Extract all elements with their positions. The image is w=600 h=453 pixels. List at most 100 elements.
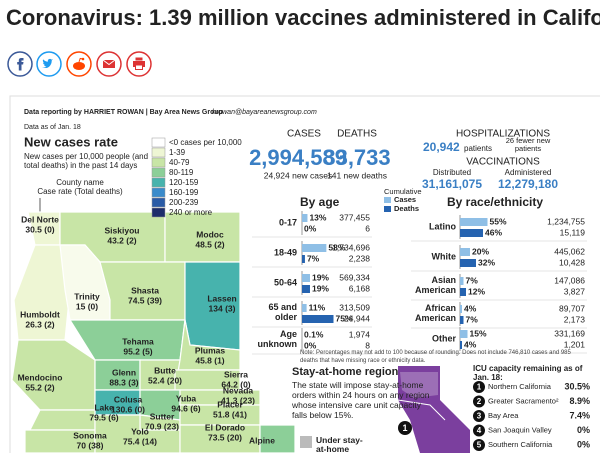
county-name: Plumas <box>195 345 226 355</box>
pct-label: 20% <box>472 246 489 256</box>
county-value: 64.2 (0) <box>221 379 250 389</box>
county-value: 70.9 (23) <box>145 421 179 431</box>
count-label: 1,201 <box>564 339 586 349</box>
pct-label: 32% <box>478 257 495 267</box>
count-label: 445,062 <box>554 246 585 256</box>
share-facebook[interactable] <box>7 51 33 77</box>
count-label: 15,119 <box>560 227 586 237</box>
county-name: Modoc <box>196 229 224 239</box>
county-name: Mendocino <box>18 372 63 382</box>
legend-label: <0 cases per 10,000 <box>169 138 242 147</box>
credit: Data reporting by HARRIET ROWAN | Bay Ar… <box>24 109 223 116</box>
icu-num: 5 <box>477 441 482 450</box>
hosp-unit: patients <box>464 144 492 153</box>
pct-label: 0% <box>304 340 317 350</box>
date: Data as of Jan. 18 <box>24 124 81 131</box>
icu-name: Northern California <box>488 382 552 391</box>
icu-badge <box>473 410 485 422</box>
count-label: 377,455 <box>339 212 370 222</box>
county-name: Sutter <box>150 411 175 421</box>
share-reddit[interactable] <box>66 51 92 77</box>
share-print[interactable] <box>126 51 152 77</box>
share-twitter[interactable] <box>36 51 62 77</box>
count-label: 147,086 <box>554 275 585 285</box>
note: Note: Percentages may not add to 100 bec… <box>300 350 571 364</box>
bar <box>460 330 468 338</box>
map-title: New cases rate <box>24 134 118 149</box>
legend-label: 200-239 <box>169 198 199 207</box>
pct-label: 46% <box>485 227 502 237</box>
cases-key <box>384 197 391 203</box>
regions-key <box>300 436 312 448</box>
legend-label: 1-39 <box>169 148 186 157</box>
row-label: Other <box>432 333 457 343</box>
row-label: Latino <box>429 221 456 231</box>
legend-swatch <box>151 167 166 178</box>
count-label: 569,334 <box>339 272 370 282</box>
county-name: Yolo <box>131 426 149 436</box>
legend-swatch <box>151 157 166 168</box>
age-title: By age <box>300 195 340 209</box>
headline: Coronavirus: 1.39 million vaccines admin… <box>6 5 600 30</box>
count-label: 89,707 <box>559 303 585 313</box>
pct-label: 12% <box>468 286 485 296</box>
legend-swatch <box>151 137 166 148</box>
share-email[interactable] <box>96 51 122 77</box>
icu-value: 0% <box>577 425 590 435</box>
regions-text: The state will impose stay-at-home order… <box>292 380 430 420</box>
legend-label: 120-159 <box>169 178 199 187</box>
county-value: 43.2 (2) <box>107 235 136 245</box>
bar <box>460 218 488 226</box>
pct-label: 11% <box>309 302 326 312</box>
pct-label: 55% <box>490 216 507 226</box>
county-name: Glenn <box>112 367 136 377</box>
icu-badge <box>473 439 485 451</box>
pct-label: 19% <box>312 272 329 282</box>
county-name: Butte <box>154 365 176 375</box>
county-value: 15 (0) <box>76 301 98 311</box>
map-subtitle: New cases per 10,000 people (and total d… <box>24 152 149 170</box>
count-label: 331,169 <box>554 328 585 338</box>
bar <box>302 274 310 282</box>
county-value: 45.8 (1) <box>195 355 224 365</box>
county-name: Lake <box>94 402 114 412</box>
icu-value: 30.5% <box>564 381 590 391</box>
county-name: Sonoma <box>73 430 107 440</box>
bar <box>302 214 308 222</box>
icu-badge <box>473 424 485 437</box>
bar <box>302 244 327 252</box>
key-value: Case rate (Total deaths) <box>37 187 123 196</box>
legend-label: 80-119 <box>169 168 194 177</box>
county-name: Shasta <box>131 285 159 295</box>
county-name: Yuba <box>176 393 197 403</box>
legend-swatch <box>151 207 166 218</box>
bar <box>460 288 466 296</box>
county-value: 70 (38) <box>77 440 104 450</box>
bar <box>302 255 305 263</box>
count-label: 6 <box>365 223 370 233</box>
count-label: 1,734,696 <box>332 242 370 252</box>
county-value: 88.3 (3) <box>109 377 138 387</box>
cases-total: 2,994,589 <box>249 145 347 170</box>
count-label: 2,173 <box>564 314 586 324</box>
bar <box>302 315 334 323</box>
county-name: Alpine <box>249 435 275 445</box>
icu-num: 4 <box>477 426 482 435</box>
icu-num: 2 <box>477 397 482 406</box>
county-value: 41.3 (23) <box>221 395 255 405</box>
bar <box>302 304 307 312</box>
pct-label: 13% <box>309 212 326 222</box>
county-value: 26.3 (2) <box>25 319 54 329</box>
bar <box>460 277 464 285</box>
deaths-label: DEATHS <box>337 129 377 140</box>
administered-label: Administered <box>505 168 552 177</box>
legend-swatch <box>151 187 166 198</box>
bar <box>460 305 462 313</box>
bar <box>460 229 483 237</box>
county-value: 94.6 (6) <box>171 403 200 413</box>
hosp-label: HOSPITALIZATIONS <box>456 129 550 140</box>
icu-badge <box>473 395 485 408</box>
distributed-label: Distributed <box>433 168 471 177</box>
pct-label: 7% <box>466 314 479 324</box>
pct-label: 4% <box>464 303 477 313</box>
